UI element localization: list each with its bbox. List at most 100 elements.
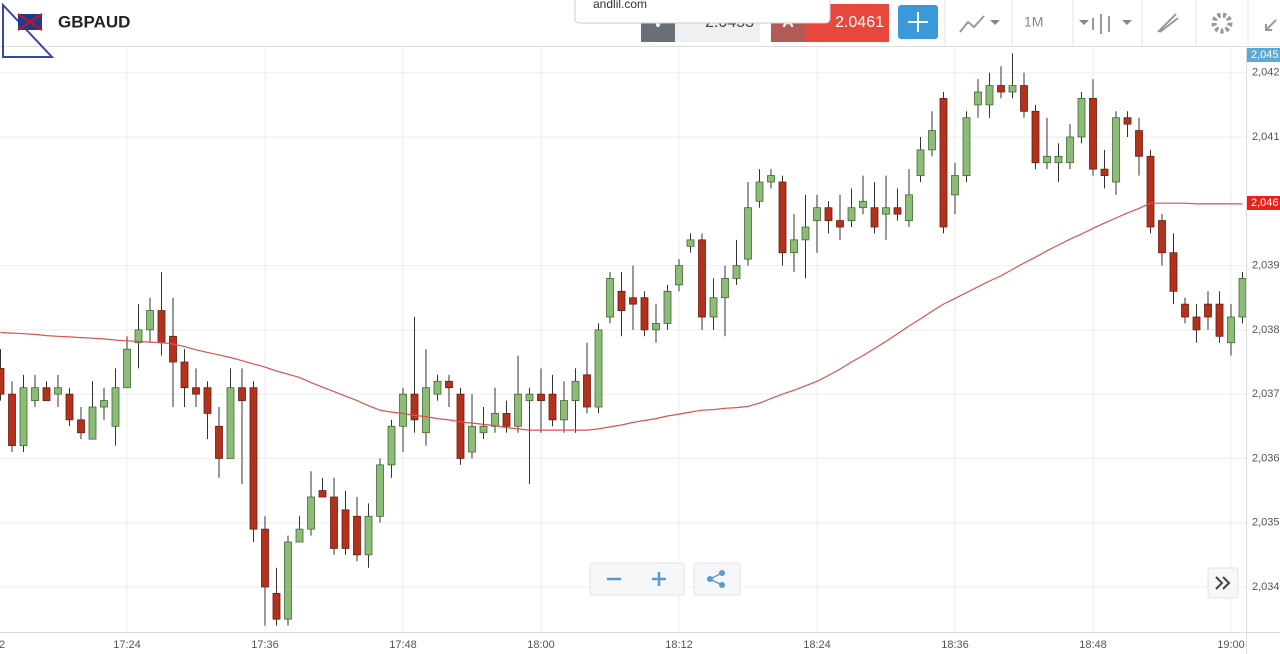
candle-body xyxy=(859,200,867,209)
candle-body xyxy=(284,541,292,620)
expand-icon[interactable] xyxy=(1265,19,1277,31)
candle-body xyxy=(1020,85,1028,112)
candle-body xyxy=(341,509,350,549)
candle-body xyxy=(134,329,143,344)
candle-body xyxy=(1227,316,1235,344)
x-tick-label: 18:36 xyxy=(941,639,969,651)
y-tick-label: 2,038 xyxy=(1252,324,1280,336)
candle-body xyxy=(1215,303,1224,337)
candle-body xyxy=(893,207,902,215)
candle-body xyxy=(1146,155,1155,228)
candle-body xyxy=(422,387,430,434)
scroll-right-icon xyxy=(1215,576,1231,590)
moving-average xyxy=(0,202,1243,431)
candle-body xyxy=(1169,252,1178,292)
candle-body xyxy=(77,419,85,434)
candle-body xyxy=(330,496,338,549)
candle-body xyxy=(387,425,396,466)
y-tick-label: 2,036 xyxy=(1252,452,1280,464)
y-tick-label: 2,034 xyxy=(1252,581,1280,593)
chart-type-icon[interactable] xyxy=(959,15,985,33)
timeframe[interactable]: 1M xyxy=(1024,14,1043,30)
draw-icon[interactable] xyxy=(1157,13,1179,33)
candle-body xyxy=(1031,110,1040,164)
ask-price: 2.0461 xyxy=(835,14,884,31)
candle-body xyxy=(916,149,925,176)
candle-body xyxy=(606,278,614,318)
candle-body xyxy=(939,98,948,228)
settings-icon[interactable] xyxy=(1211,12,1233,34)
candle-body xyxy=(571,380,580,401)
candle-body xyxy=(215,425,223,459)
candle-body xyxy=(1054,155,1063,164)
candle-body xyxy=(169,335,177,363)
candle-body xyxy=(928,130,936,151)
candle-body xyxy=(905,194,913,221)
y-tick-label: 2,039 xyxy=(1252,259,1280,271)
symbol[interactable]: GBPAUD xyxy=(58,12,130,31)
candle-body xyxy=(1077,98,1086,138)
candle-body xyxy=(778,181,787,254)
url-text: andlil.com xyxy=(593,0,647,11)
candle-body xyxy=(882,207,890,215)
candle-body xyxy=(468,425,476,453)
candle-body xyxy=(157,310,166,344)
candle-body xyxy=(537,393,545,401)
price-tag xyxy=(1247,48,1280,62)
candle-body xyxy=(31,387,39,401)
candle-body xyxy=(123,348,131,389)
candle-body xyxy=(514,393,522,427)
plot-area xyxy=(0,47,1247,632)
candle-body xyxy=(192,387,200,395)
candle-body xyxy=(0,368,5,395)
x-tick-label: 19:00 xyxy=(1217,639,1245,651)
candle-body xyxy=(19,387,28,446)
candle-body xyxy=(675,265,683,286)
zoom-in-button[interactable] xyxy=(652,572,666,586)
price-tag-label: 2,046 xyxy=(1251,197,1279,209)
candle-body xyxy=(985,85,994,106)
flag-cross xyxy=(17,13,43,31)
candle-body xyxy=(824,207,833,221)
candle-body xyxy=(307,496,315,530)
candle-body xyxy=(479,425,488,434)
candle-body xyxy=(583,374,591,408)
candle-body xyxy=(548,393,557,421)
candle-body xyxy=(744,207,752,260)
y-tick-label: 2,042 xyxy=(1252,67,1280,79)
candle-body xyxy=(1043,155,1051,164)
x-tick-label: 17:36 xyxy=(251,639,279,651)
candle-body xyxy=(870,207,879,228)
price-tag xyxy=(1247,196,1280,210)
candle-body xyxy=(525,393,534,401)
y-tick-label: 2,037 xyxy=(1252,388,1280,400)
candle-body xyxy=(353,515,361,556)
candle-body xyxy=(445,380,453,389)
x-tick-label: 18:12 xyxy=(665,639,693,651)
candle-body xyxy=(974,91,982,106)
candle-body xyxy=(962,117,971,176)
candle-body xyxy=(755,181,764,202)
candle-body xyxy=(146,310,154,331)
x-tick-label: 18:24 xyxy=(803,639,831,651)
x-tick-label: 17:48 xyxy=(389,639,417,651)
candle-body xyxy=(399,393,407,427)
candle-body xyxy=(491,413,499,427)
candle-body xyxy=(1204,303,1212,318)
candle-body xyxy=(1008,85,1017,93)
candle-body xyxy=(502,413,511,427)
candle-body xyxy=(295,528,304,543)
share-button[interactable] xyxy=(693,562,741,596)
candle-icon[interactable] xyxy=(1092,14,1110,34)
candle-body xyxy=(997,85,1005,93)
candle-body xyxy=(1158,220,1166,254)
x-tick-label: 17:24 xyxy=(113,639,141,651)
zoom-controls xyxy=(589,562,685,596)
candle-body xyxy=(1066,136,1074,164)
candle-body xyxy=(180,361,189,389)
candle-body xyxy=(88,406,97,440)
crosshair-icon xyxy=(908,12,928,32)
candle-body xyxy=(560,400,568,421)
